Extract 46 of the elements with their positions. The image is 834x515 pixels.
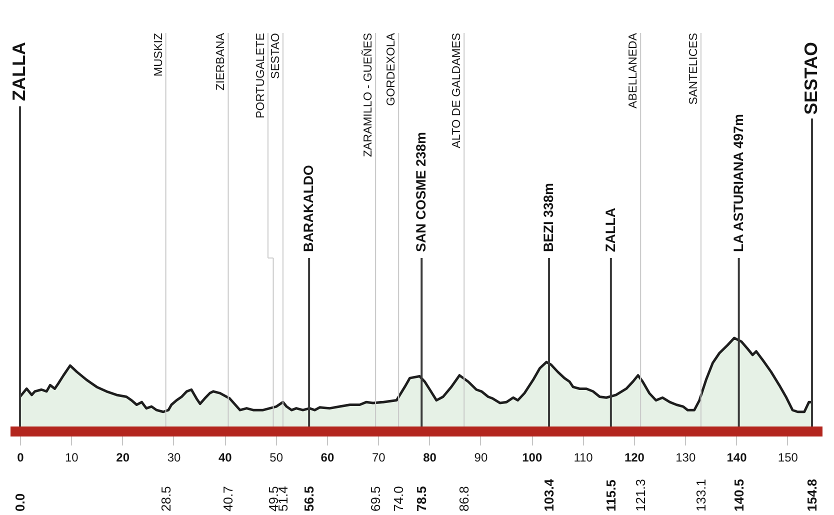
x2-tick-label: 86.8	[456, 486, 472, 512]
ref-line-label: MUSKIZ	[152, 33, 165, 76]
x2-tick-label: 56.5	[302, 486, 317, 512]
ref-line-label: ALTO DE GALDAMES	[451, 32, 464, 148]
ref-line-label: ZALLA	[602, 208, 618, 252]
ref-line-label: SESTAO	[270, 32, 282, 79]
x-tick-label: 60	[320, 450, 334, 464]
x-tick-label: 110	[574, 450, 594, 464]
x2-tick-label: 74.0	[391, 486, 406, 512]
ref-line-label: SAN COSME 238m	[414, 132, 429, 252]
x-tick-label: 20	[116, 450, 130, 464]
x2-tick-label: 140.5	[731, 478, 746, 512]
x-tick-label: 120	[624, 450, 645, 464]
x2-tick-label: 121.3	[633, 478, 648, 512]
x-tick-label: 0	[17, 450, 24, 464]
x-tick-label: 50	[270, 450, 284, 464]
x-tick-label: 130	[676, 450, 696, 464]
ref-line-label: PORTUGALETE	[254, 32, 267, 118]
x-tick-label: 150	[778, 450, 798, 464]
ref-line-label: BARAKALDO	[301, 165, 316, 252]
x2-tick-label: 0.0	[12, 493, 28, 512]
x-tick-label: 40	[218, 450, 232, 464]
x2-tick-label: 115.5	[603, 480, 618, 512]
x2-tick-label: 28.5	[158, 486, 174, 512]
x2-tick-label: 133.1	[693, 478, 708, 512]
ref-line-label: ABELLANEDA	[628, 32, 640, 108]
x-tick-label: 90	[474, 450, 488, 464]
ref-line-label: GORDEXOLA	[386, 32, 398, 106]
ref-line-label: BEZI 338m	[541, 182, 556, 252]
x-tick-label: 10	[64, 450, 79, 464]
ref-line-label: SANTELICES	[688, 32, 700, 105]
x2-tick-label: 69.5	[368, 486, 384, 512]
x-tick-label: 100	[522, 450, 542, 464]
text: ZALLA	[9, 42, 29, 101]
x2-tick-label: 154.8	[804, 478, 820, 512]
x-tick-label: 80	[423, 450, 437, 464]
x2-tick-label: 103.4	[542, 478, 557, 512]
x2-tick-label: 40.7	[220, 486, 236, 512]
x-tick-label: 70	[372, 450, 386, 464]
x2-tick-label: 78.5	[414, 486, 430, 512]
x-tick-label: 30	[167, 450, 181, 464]
x-tick-label: 140	[726, 450, 748, 464]
ref-line-label: LA ASTURIANA 497m	[730, 114, 746, 252]
text: SESTAO	[801, 42, 821, 115]
ref-line-label: ZARAMILLO - GUEÑES	[360, 32, 375, 157]
ref-line-label: ZIERBANA	[215, 32, 228, 91]
